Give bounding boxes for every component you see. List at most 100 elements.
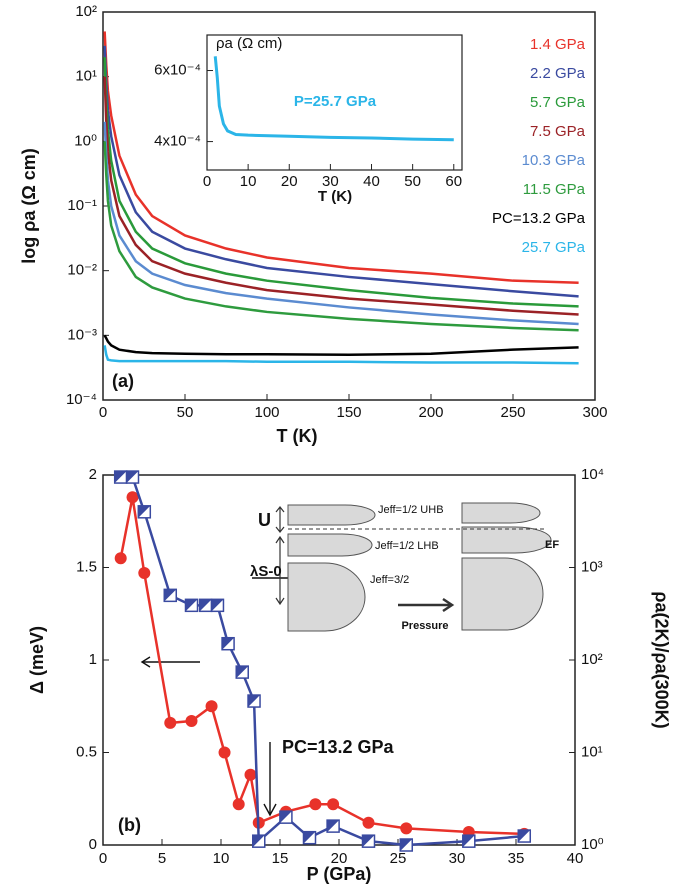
- x-tick-label: 5: [158, 850, 166, 867]
- x-tick-label: 15: [272, 850, 289, 867]
- inset-line: [213, 56, 454, 142]
- marker: [125, 470, 140, 484]
- marker: [400, 822, 413, 835]
- marker-half: [362, 835, 375, 848]
- marker: [302, 830, 317, 845]
- x-tick-label: 20: [281, 173, 298, 190]
- line: [103, 45, 579, 298]
- diagram-label: Pressure: [401, 620, 448, 632]
- y-tick-label: 10²: [75, 3, 97, 20]
- marker-half: [279, 811, 292, 824]
- y-axis-label: log ρa (Ω cm): [19, 148, 39, 264]
- y-tick-label: 0: [89, 836, 97, 853]
- y-tick-label: 10⁻²: [67, 262, 97, 279]
- x-tick-label: 50: [404, 173, 421, 190]
- marker: [218, 746, 231, 759]
- x-tick-label: 200: [418, 404, 443, 421]
- marker: [138, 567, 151, 580]
- marker: [113, 470, 128, 484]
- y-tick-label: 4x10⁻⁴: [154, 133, 201, 150]
- x-tick-label: 35: [508, 850, 525, 867]
- x-tick-label: 100: [254, 404, 279, 421]
- y2-tick-label: 10¹: [581, 743, 603, 760]
- marker: [164, 716, 177, 729]
- x-tick-label: 30: [322, 173, 339, 190]
- y-tick-label: 1.5: [76, 558, 97, 575]
- legend-label: 11.5 GPa: [523, 181, 586, 198]
- marker: [235, 665, 249, 679]
- diagram-label: Jeff=1/2 UHB: [378, 504, 444, 516]
- line: [103, 334, 579, 357]
- marker: [185, 715, 198, 728]
- line: [103, 141, 579, 332]
- marker: [362, 816, 375, 829]
- marker: [361, 834, 376, 848]
- x-tick-label: 60: [445, 173, 462, 190]
- y-tick-label: 10⁻⁴: [66, 391, 97, 408]
- x-tick-label: 40: [567, 850, 584, 867]
- line: [103, 31, 579, 285]
- x-tick-label: 10: [240, 173, 257, 190]
- marker-half: [222, 637, 235, 650]
- marker-half: [138, 505, 151, 518]
- marker: [210, 598, 225, 613]
- marker: [326, 819, 340, 833]
- inset-frame: [206, 34, 463, 171]
- marker: [244, 768, 257, 781]
- marker: [205, 700, 218, 713]
- legend-label: 1.4 GPa: [530, 36, 586, 53]
- panel-label: (b): [118, 815, 141, 835]
- y-tick-label: 2: [89, 466, 97, 483]
- marker-half: [185, 599, 198, 612]
- marker-half: [164, 589, 177, 602]
- legend-label: PC=13.2 GPa: [492, 210, 586, 227]
- x-tick-label: 40: [363, 173, 380, 190]
- marker-half: [126, 471, 139, 484]
- marker: [137, 505, 152, 519]
- diagram-label: λS-0: [250, 563, 282, 580]
- band-diagram: U λS-0 Jeff=1/2 UHB Jeff=1/2 LHB Jeff=3/…: [250, 502, 559, 632]
- y-tick-label: 10⁰: [74, 132, 97, 149]
- inset-x-label: T (K): [318, 188, 352, 205]
- y-axis-label: Δ (meV): [27, 626, 47, 694]
- x-axis-label: P (GPa): [307, 864, 372, 884]
- y2-tick-label: 10²: [581, 651, 603, 668]
- panel-label: (a): [112, 371, 134, 391]
- marker: [327, 798, 340, 811]
- line: [103, 57, 579, 308]
- diagram-label: U: [258, 510, 271, 530]
- marker: [247, 694, 261, 708]
- y-tick-label: 10¹: [75, 68, 97, 85]
- diagram-label: Jeff=1/2 LHB: [375, 540, 439, 552]
- marker: [252, 834, 266, 848]
- marker-half: [236, 666, 249, 679]
- marker-half: [252, 835, 265, 848]
- y2-axis-label: ρa(2K)/ρa(300K): [651, 591, 671, 728]
- legend-label: 7.5 GPa: [530, 123, 586, 140]
- x-tick-label: 30: [449, 850, 466, 867]
- x-tick-label: 150: [336, 404, 361, 421]
- x-tick-label: 20: [331, 850, 348, 867]
- x-tick-label: 300: [582, 404, 607, 421]
- marker: [198, 598, 213, 613]
- y2-tick-label: 10⁰: [581, 836, 604, 853]
- diagram-label: Jeff=3/2: [370, 574, 409, 586]
- x-tick-label: 250: [500, 404, 525, 421]
- marker-half: [303, 831, 316, 844]
- marker: [517, 829, 532, 843]
- legend-label: 10.3 GPa: [522, 152, 586, 169]
- y-tick-label: 6x10⁻⁴: [154, 61, 201, 78]
- marker: [232, 798, 245, 811]
- inset-annotation: P=25.7 GPa: [294, 93, 377, 110]
- marker: [126, 491, 139, 504]
- marker: [399, 838, 414, 852]
- legend-label: 25.7 GPa: [522, 239, 586, 256]
- annotation: PC=13.2 GPa: [282, 737, 395, 757]
- marker-half: [248, 695, 261, 708]
- marker: [279, 810, 293, 824]
- marker: [462, 834, 476, 848]
- legend-label: 5.7 GPa: [530, 94, 586, 111]
- y2-tick-label: 10³: [581, 558, 603, 575]
- inset-y-label: ρa (Ω cm): [216, 35, 282, 52]
